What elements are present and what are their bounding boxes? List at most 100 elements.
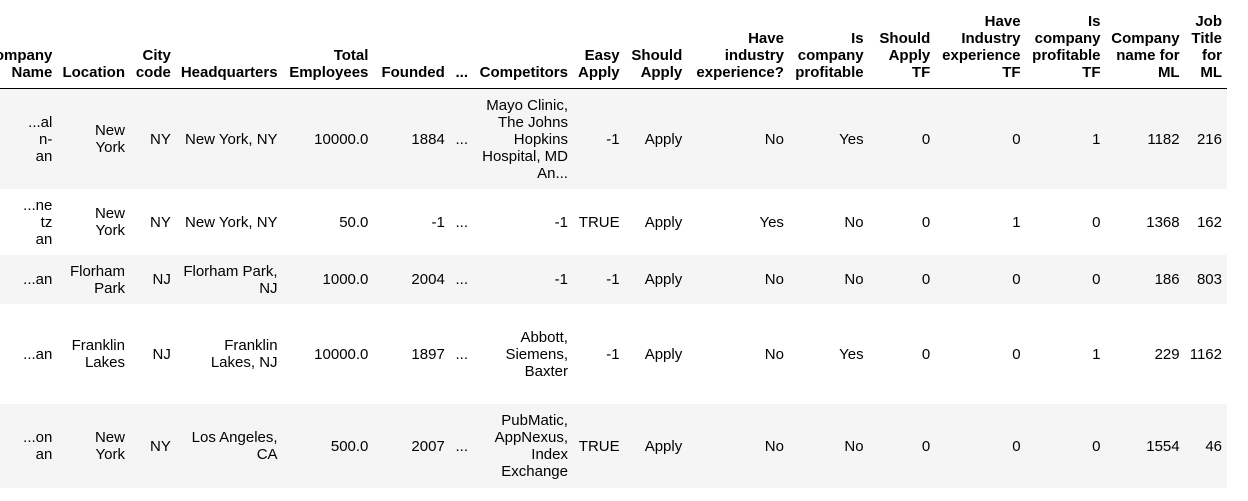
col-header-company-name-for-ml: Company name for ML: [1105, 6, 1185, 89]
cell-founded: 1897: [373, 304, 450, 404]
cell-is-company-profitable: No: [788, 189, 869, 255]
col-header-ellipsis: ...: [449, 6, 474, 89]
cell-founded: 1884: [373, 88, 450, 189]
cell-easy-apply: -1: [572, 255, 625, 304]
col-header-is-company-profitable: Is company profitable: [788, 6, 869, 89]
col-header-founded: Founded: [373, 6, 450, 89]
cell-city-code: NJ: [129, 255, 176, 304]
cell-location: Florham Park: [57, 255, 130, 304]
table-row: ...on an New York NY Los Angeles, CA 500…: [0, 404, 1227, 488]
cell-job-title-for-ml: 46: [1184, 404, 1227, 488]
cell-location: New York: [57, 189, 130, 255]
cell-is-company-profitable: No: [788, 404, 869, 488]
cell-should-apply-tf: 0: [868, 404, 936, 488]
dataframe-table: Company Name Location City code Headquar…: [0, 6, 1227, 488]
cell-total-employees: 10000.0: [282, 304, 374, 404]
cell-job-title-for-ml: 162: [1184, 189, 1227, 255]
col-header-have-industry-experience: Have industry experience?: [687, 6, 789, 89]
cell-location: New York: [57, 88, 130, 189]
cell-company-name: ...an: [0, 304, 58, 404]
cell-easy-apply: -1: [572, 304, 625, 404]
cell-founded: 2004: [373, 255, 450, 304]
cell-headquarters: New York, NY: [175, 189, 283, 255]
cell-job-title-for-ml: 803: [1184, 255, 1227, 304]
cell-founded: 2007: [373, 404, 450, 488]
cell-should-apply-tf: 0: [868, 304, 936, 404]
cell-headquarters: Los Angeles, CA: [175, 404, 283, 488]
cell-company-name-for-ml: 1368: [1105, 189, 1185, 255]
col-header-have-industry-experience-tf: Have Industry experience TF: [935, 6, 1026, 89]
cell-competitors: PubMatic, AppNexus, Index Exchange: [473, 404, 573, 488]
cell-total-employees: 10000.0: [282, 88, 374, 189]
cell-easy-apply: TRUE: [572, 404, 625, 488]
cell-have-industry-experience-tf: 0: [935, 255, 1026, 304]
cell-should-apply: Apply: [624, 404, 688, 488]
cell-easy-apply: TRUE: [572, 189, 625, 255]
cell-total-employees: 500.0: [282, 404, 374, 488]
cell-have-industry-experience: No: [687, 88, 789, 189]
header-row: Company Name Location City code Headquar…: [0, 6, 1227, 89]
cell-ellipsis: ...: [449, 189, 474, 255]
cell-have-industry-experience-tf: 0: [935, 88, 1026, 189]
cell-is-company-profitable: Yes: [788, 304, 869, 404]
cell-have-industry-experience-tf: 0: [935, 304, 1026, 404]
cell-company-name: ...al n- an: [0, 88, 58, 189]
cell-competitors: -1: [473, 189, 573, 255]
col-header-city-code: City code: [129, 6, 176, 89]
cell-location: Franklin Lakes: [57, 304, 130, 404]
cell-is-company-profitable: No: [788, 255, 869, 304]
col-header-should-apply: Should Apply: [624, 6, 688, 89]
cell-ellipsis: ...: [449, 88, 474, 189]
cell-total-employees: 50.0: [282, 189, 374, 255]
cell-company-name-for-ml: 229: [1105, 304, 1185, 404]
cell-have-industry-experience: No: [687, 255, 789, 304]
col-header-should-apply-tf: Should Apply TF: [868, 6, 936, 89]
col-header-company-name: Company Name: [0, 6, 58, 89]
cell-is-company-profitable-tf: 0: [1025, 255, 1106, 304]
cell-city-code: NY: [129, 404, 176, 488]
cell-job-title-for-ml: 216: [1184, 88, 1227, 189]
cell-is-company-profitable: Yes: [788, 88, 869, 189]
cell-should-apply: Apply: [624, 189, 688, 255]
cell-competitors: Abbott, Siemens, Baxter: [473, 304, 573, 404]
cell-easy-apply: -1: [572, 88, 625, 189]
cell-total-employees: 1000.0: [282, 255, 374, 304]
cell-is-company-profitable-tf: 0: [1025, 404, 1106, 488]
col-header-is-company-profitable-tf: Is company profitable TF: [1025, 6, 1106, 89]
table-row: ...an Franklin Lakes NJ Franklin Lakes, …: [0, 304, 1227, 404]
cell-ellipsis: ...: [449, 404, 474, 488]
cell-should-apply-tf: 0: [868, 189, 936, 255]
cell-headquarters: New York, NY: [175, 88, 283, 189]
cell-ellipsis: ...: [449, 304, 474, 404]
table-row: ...an Florham Park NJ Florham Park, NJ 1…: [0, 255, 1227, 304]
cell-city-code: NJ: [129, 304, 176, 404]
cell-have-industry-experience: No: [687, 404, 789, 488]
cell-should-apply: Apply: [624, 304, 688, 404]
table-row: ...ne tz an New York NY New York, NY 50.…: [0, 189, 1227, 255]
cell-is-company-profitable-tf: 1: [1025, 304, 1106, 404]
cell-should-apply-tf: 0: [868, 88, 936, 189]
cell-should-apply: Apply: [624, 88, 688, 189]
cell-headquarters: Franklin Lakes, NJ: [175, 304, 283, 404]
cell-headquarters: Florham Park, NJ: [175, 255, 283, 304]
cell-company-name-for-ml: 186: [1105, 255, 1185, 304]
cell-company-name-for-ml: 1182: [1105, 88, 1185, 189]
col-header-total-employees: Total Employees: [282, 6, 374, 89]
cell-city-code: NY: [129, 88, 176, 189]
table-row: ...al n- an New York NY New York, NY 100…: [0, 88, 1227, 189]
cell-company-name: ...ne tz an: [0, 189, 58, 255]
cell-should-apply: Apply: [624, 255, 688, 304]
cell-have-industry-experience: Yes: [687, 189, 789, 255]
cell-is-company-profitable-tf: 1: [1025, 88, 1106, 189]
cell-have-industry-experience-tf: 0: [935, 404, 1026, 488]
cell-is-company-profitable-tf: 0: [1025, 189, 1106, 255]
cell-company-name: ...on an: [0, 404, 58, 488]
cell-city-code: NY: [129, 189, 176, 255]
cell-company-name: ...an: [0, 255, 58, 304]
cell-ellipsis: ...: [449, 255, 474, 304]
cell-have-industry-experience: No: [687, 304, 789, 404]
col-header-location: Location: [57, 6, 130, 89]
cell-founded: -1: [373, 189, 450, 255]
cell-competitors: Mayo Clinic, The Johns Hopkins Hospital,…: [473, 88, 573, 189]
